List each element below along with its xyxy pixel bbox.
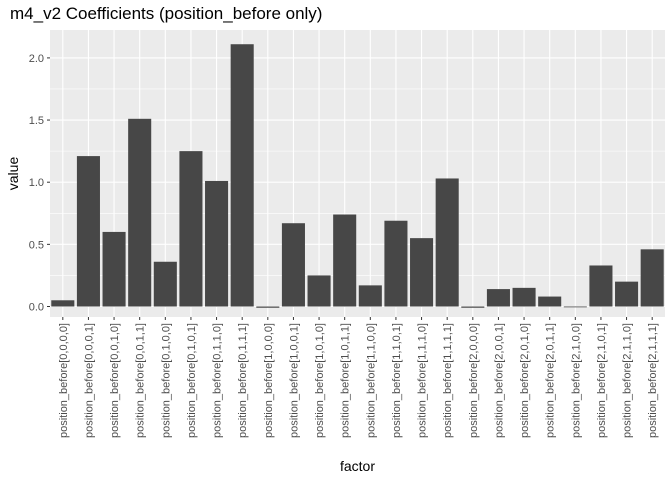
y-tick-label: 1.0 — [29, 177, 44, 189]
bar — [307, 275, 331, 307]
bar — [435, 178, 459, 307]
bar — [256, 306, 280, 308]
bar — [410, 238, 434, 307]
bar — [384, 220, 408, 307]
bar — [281, 223, 305, 307]
bar — [205, 180, 229, 307]
y-tick-label: 1.5 — [29, 115, 44, 127]
x-tick-label: position_before[0,0,0,0] — [58, 323, 70, 438]
x-tick-label: position_before[1,1,0,1] — [391, 323, 403, 438]
y-axis-label: value — [5, 157, 21, 191]
y-tick-label: 2.0 — [29, 53, 44, 65]
bar — [538, 296, 562, 307]
x-axis-label: factor — [340, 458, 375, 474]
x-tick-label: position_before[0,0,0,1] — [83, 323, 95, 438]
bar — [358, 285, 382, 307]
x-tick-label: position_before[1,0,1,0] — [314, 323, 326, 438]
x-tick-label: position_before[1,1,1,1] — [442, 323, 454, 438]
bar — [128, 118, 152, 307]
bar — [563, 306, 587, 308]
x-tick-label: position_before[2,0,1,0] — [519, 323, 531, 438]
bar — [640, 249, 664, 307]
x-tick-label: position_before[2,0,0,1] — [493, 323, 505, 438]
bar — [615, 281, 639, 307]
bar — [512, 287, 536, 307]
x-tick-label: position_before[1,1,0,0] — [365, 323, 377, 438]
x-axis: position_before[0,0,0,0] position_before[… — [58, 317, 659, 438]
y-tick-label: 0.0 — [29, 302, 44, 314]
x-tick-label: position_before[2,0,1,1] — [545, 323, 557, 438]
y-axis: 0.0 0.5 1.0 1.5 2.0 — [29, 53, 50, 314]
x-tick-label: position_before[1,0,0,1] — [288, 323, 300, 438]
bar — [102, 231, 126, 307]
bar — [76, 156, 100, 307]
x-tick-label: position_before[0,0,1,1] — [135, 323, 147, 438]
x-tick-label: position_before[0,1,1,0] — [212, 323, 224, 438]
x-tick-label: position_before[1,0,0,0] — [263, 323, 275, 438]
x-tick-label: position_before[1,0,1,1] — [340, 323, 352, 438]
x-tick-label: position_before[0,0,1,0] — [109, 323, 121, 438]
plot-panel — [50, 30, 665, 317]
x-tick-label: position_before[0,1,1,1] — [237, 323, 249, 438]
chart-title: m4_v2 Coefficients (position_before only… — [10, 4, 323, 23]
bar — [589, 265, 613, 307]
x-tick-label: position_before[2,1,0,1] — [596, 323, 608, 438]
bar — [486, 289, 510, 307]
bars — [51, 44, 664, 308]
bar — [230, 44, 254, 307]
x-tick-label: position_before[0,1,0,1] — [186, 323, 198, 438]
bar — [153, 261, 177, 307]
x-tick-label: position_before[1,1,1,0] — [417, 323, 429, 438]
x-tick-label: position_before[2,1,0,0] — [570, 323, 582, 438]
bar — [461, 306, 485, 308]
bar — [51, 300, 75, 307]
x-tick-label: position_before[2,0,0,0] — [468, 323, 480, 438]
bar — [333, 214, 357, 307]
x-tick-label: position_before[0,1,0,0] — [160, 323, 172, 438]
bar — [179, 151, 203, 307]
x-tick-label: position_before[2,1,1,0] — [622, 323, 634, 438]
x-tick-label: position_before[2,1,1,1] — [647, 323, 659, 438]
y-tick-label: 0.5 — [29, 239, 44, 251]
